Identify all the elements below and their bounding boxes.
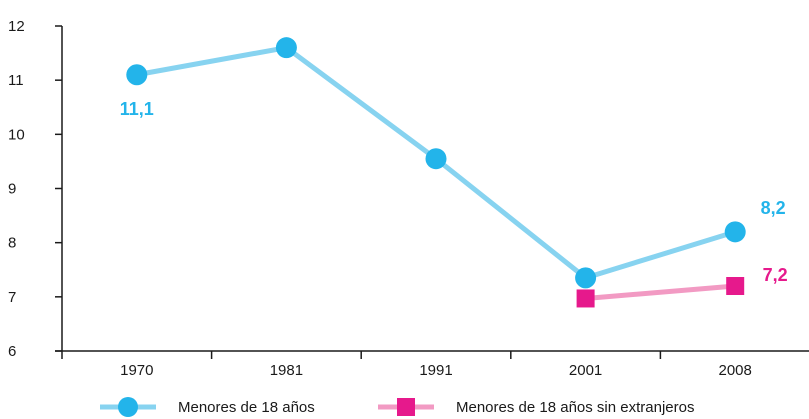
legend: Menores de 18 años Menores de 18 años sin… [100,397,694,417]
y-tick-label: 10 [8,126,25,143]
y-tick-label: 8 [8,235,16,252]
data-point-circle [575,267,597,289]
y-tick-label: 11 [8,72,24,89]
y-tick-label: 12 [8,18,25,35]
data-point-square [726,277,745,295]
legend-marker-square [397,398,415,416]
series-markers [126,37,746,308]
data-point-square [576,289,595,308]
x-tick-label: 2001 [569,362,602,379]
x-tick-label: 1970 [120,362,153,379]
series-lines [136,45,736,301]
data-label: 7,2 [763,265,788,285]
data-label: 8,2 [761,198,786,218]
y-tick-label: 6 [8,343,16,360]
x-axis: 1970 1981 1991 2001 2008 [55,350,809,379]
legend-label: Menores de 18 años [178,399,315,416]
data-labels: 11,1 8,2 7,2 [120,99,788,285]
data-point-circle [425,148,447,170]
y-tick-label: 9 [8,181,16,198]
data-point-circle [275,37,297,59]
legend-marker-circle [118,397,138,417]
legend-label: Menores de 18 años sin extranjeros [456,399,694,416]
legend-item-1: Menores de 18 años [100,397,315,417]
data-point-circle [724,221,746,243]
x-tick-label: 1981 [270,362,303,379]
data-label: 11,1 [120,99,154,119]
x-tick-label: 2008 [719,362,752,379]
y-tick-label: 7 [8,289,16,306]
legend-item-2: Menores de 18 años sin extranjeros [378,398,694,416]
data-point-circle [126,64,148,86]
y-axis: 6 7 8 9 10 11 12 [8,18,63,360]
x-tick-label: 1991 [419,362,452,379]
series-line-2 [585,283,736,301]
